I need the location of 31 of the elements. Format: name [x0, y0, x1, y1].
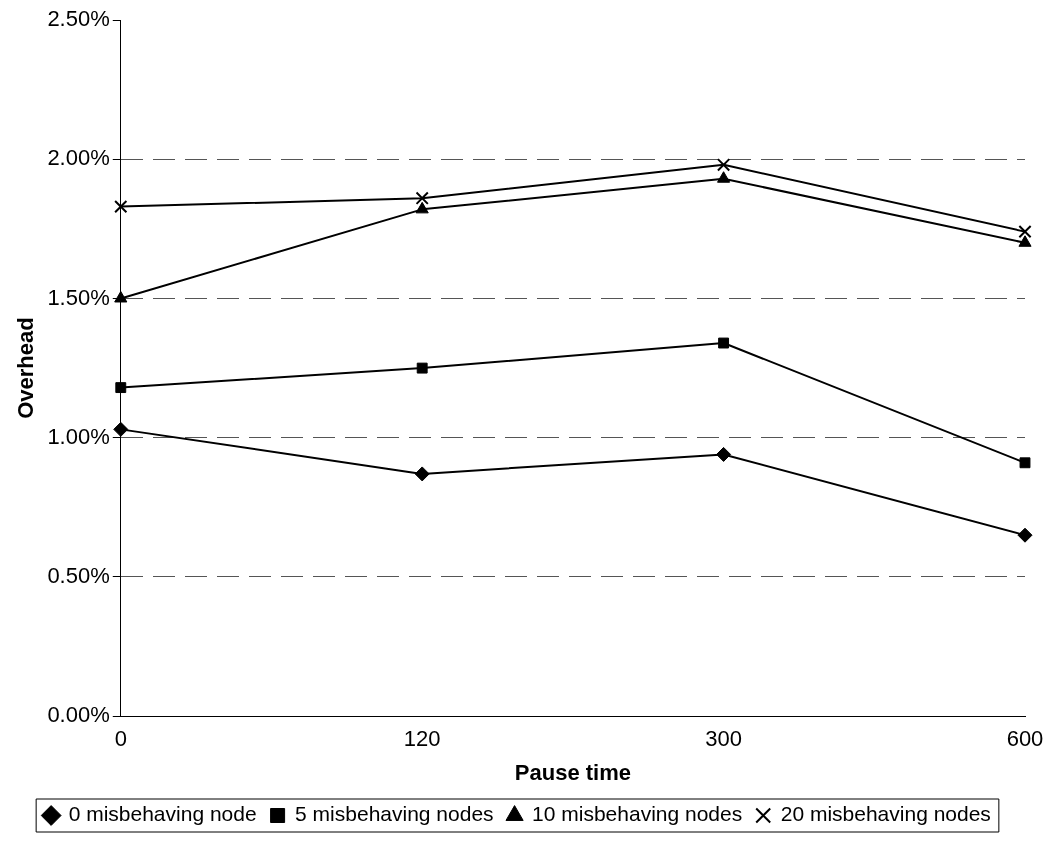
point — [1018, 235, 1032, 247]
x-tick-label: 600 — [1006, 726, 1044, 752]
y-tick-label: 2.00% — [47, 145, 110, 171]
y-tick-label: 1.00% — [47, 423, 110, 449]
x-tick-label: 300 — [705, 726, 742, 752]
point — [716, 158, 731, 172]
y-tick-label: 1.50% — [47, 284, 110, 310]
y-tick-label: 0.00% — [47, 702, 110, 728]
point — [115, 382, 127, 394]
legend-label: 10 misbehaving nodes — [532, 802, 743, 826]
point — [113, 421, 129, 437]
point — [416, 362, 428, 374]
x-tick-label: 120 — [403, 726, 441, 752]
point — [716, 446, 732, 462]
point — [717, 171, 731, 183]
legend-label: 20 misbehaving nodes — [780, 802, 991, 826]
x-tick-label: 0 — [114, 726, 127, 752]
y-tick-label: 2.50% — [47, 6, 110, 32]
point — [415, 201, 429, 214]
y-axis-title: Overhead — [13, 317, 39, 419]
y-tick-label: 0.50% — [47, 563, 110, 589]
point — [414, 466, 430, 482]
point — [415, 191, 429, 205]
legend-label: 5 misbehaving nodes — [295, 802, 494, 826]
x-axis-title: Pause time — [514, 759, 631, 785]
point — [718, 337, 730, 349]
point — [1019, 457, 1031, 469]
point — [1017, 527, 1033, 543]
point — [114, 199, 128, 214]
point — [1018, 224, 1032, 239]
legend-label: 0 misbehaving node — [68, 802, 257, 826]
